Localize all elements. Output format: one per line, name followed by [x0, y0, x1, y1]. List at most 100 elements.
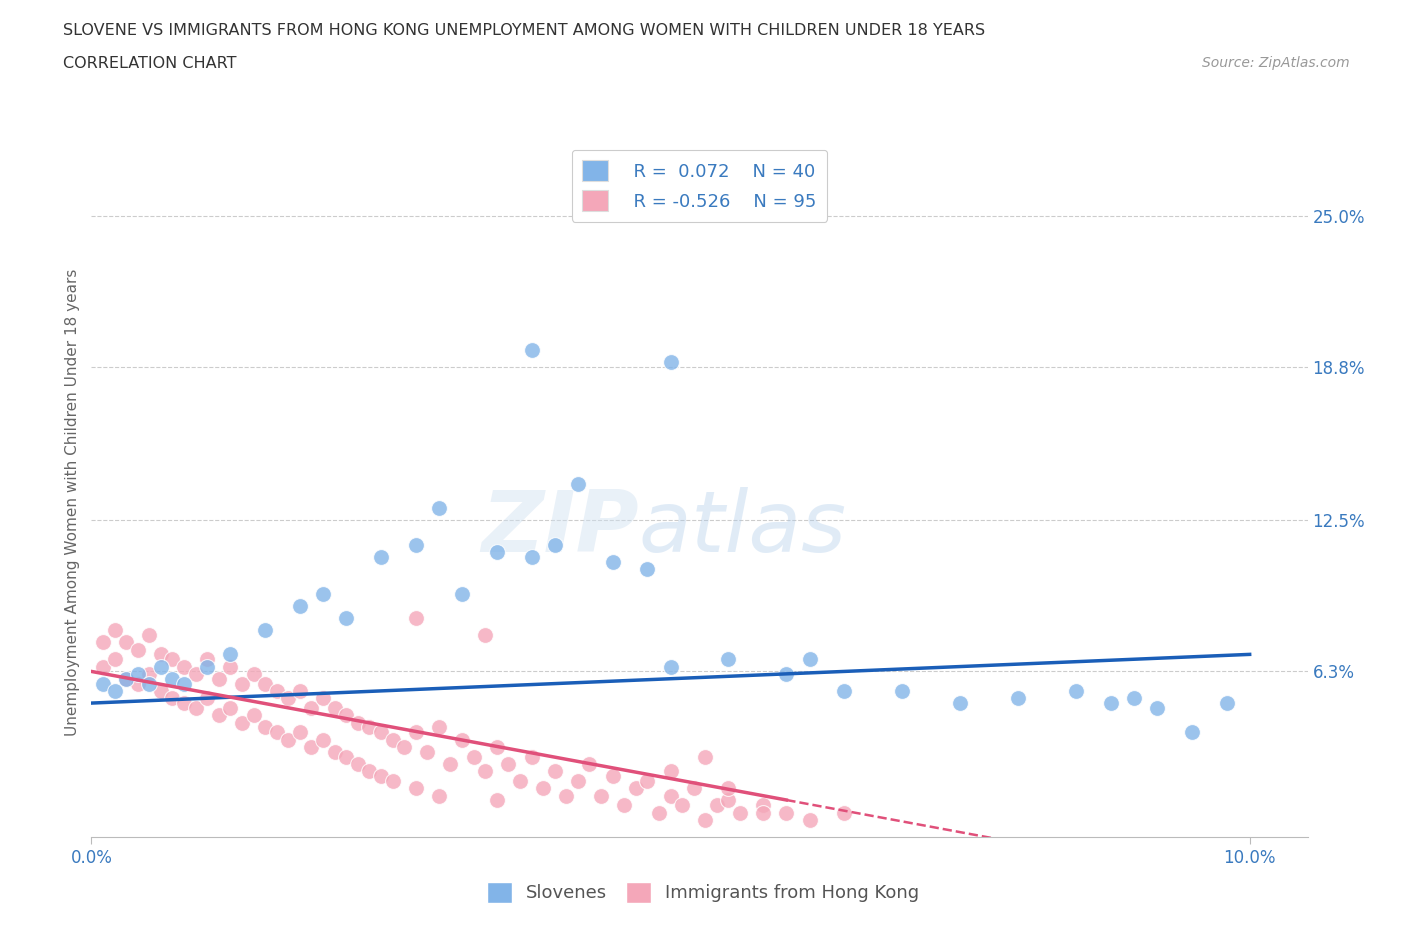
Point [602, 769, 624, 784]
Point [277, 732, 299, 747]
Point [1007, 691, 1029, 706]
Point [602, 554, 624, 569]
Point [832, 684, 855, 698]
Point [775, 805, 797, 820]
Point [184, 667, 207, 682]
Point [405, 538, 427, 552]
Point [832, 805, 855, 820]
Point [544, 764, 567, 778]
Point [91, 659, 114, 674]
Point [173, 696, 195, 711]
Point [659, 354, 682, 369]
Point [312, 732, 335, 747]
Point [103, 622, 125, 637]
Point [531, 781, 554, 796]
Point [1215, 696, 1237, 711]
Point [115, 671, 138, 686]
Point [695, 750, 717, 764]
Legend: Slovenes, Immigrants from Hong Kong: Slovenes, Immigrants from Hong Kong [479, 874, 927, 910]
Point [451, 586, 474, 601]
Point [162, 652, 184, 667]
Point [195, 691, 218, 706]
Point [242, 667, 264, 682]
Point [103, 652, 125, 667]
Point [1181, 724, 1204, 739]
Point [1122, 691, 1144, 706]
Point [127, 676, 149, 691]
Point [427, 501, 450, 516]
Point [288, 598, 311, 613]
Point [405, 724, 427, 739]
Text: SLOVENE VS IMMIGRANTS FROM HONG KONG UNEMPLOYMENT AMONG WOMEN WITH CHILDREN UNDE: SLOVENE VS IMMIGRANTS FROM HONG KONG UNE… [63, 23, 986, 38]
Point [266, 724, 288, 739]
Point [485, 739, 508, 754]
Point [195, 652, 218, 667]
Point [509, 774, 531, 789]
Point [370, 769, 392, 784]
Point [659, 659, 682, 674]
Point [219, 659, 242, 674]
Point [427, 788, 450, 803]
Point [706, 798, 728, 813]
Point [127, 667, 149, 682]
Point [567, 476, 589, 491]
Point [254, 622, 277, 637]
Point [149, 659, 172, 674]
Point [370, 550, 392, 565]
Point [485, 793, 508, 808]
Point [416, 744, 439, 759]
Point [1064, 684, 1087, 698]
Point [799, 813, 821, 828]
Point [405, 781, 427, 796]
Point [555, 788, 578, 803]
Point [659, 788, 682, 803]
Point [335, 708, 357, 723]
Point [439, 756, 461, 771]
Point [312, 691, 335, 706]
Point [589, 788, 612, 803]
Point [463, 750, 485, 764]
Point [346, 756, 368, 771]
Point [266, 684, 288, 698]
Point [520, 750, 543, 764]
Point [1146, 700, 1168, 715]
Point [301, 739, 323, 754]
Point [254, 676, 277, 691]
Point [138, 667, 160, 682]
Point [323, 744, 346, 759]
Text: ZIP: ZIP [481, 487, 638, 570]
Point [208, 671, 231, 686]
Point [219, 700, 242, 715]
Point [717, 781, 740, 796]
Point [636, 774, 658, 789]
Point [127, 642, 149, 657]
Y-axis label: Unemployment Among Women with Children Under 18 years: Unemployment Among Women with Children U… [65, 269, 80, 736]
Point [613, 798, 636, 813]
Point [173, 676, 195, 691]
Point [208, 708, 231, 723]
Point [695, 813, 717, 828]
Point [474, 628, 496, 643]
Point [184, 700, 207, 715]
Point [91, 635, 114, 650]
Point [254, 720, 277, 735]
Point [149, 684, 172, 698]
Point [752, 798, 775, 813]
Point [567, 774, 589, 789]
Point [173, 659, 195, 674]
Point [427, 720, 450, 735]
Point [335, 610, 357, 625]
Point [520, 342, 543, 357]
Point [544, 538, 567, 552]
Point [717, 793, 740, 808]
Point [636, 562, 658, 577]
Point [671, 798, 693, 813]
Point [648, 805, 671, 820]
Point [301, 700, 323, 715]
Point [682, 781, 704, 796]
Point [288, 724, 311, 739]
Point [520, 550, 543, 565]
Point [752, 805, 775, 820]
Point [451, 732, 474, 747]
Point [288, 684, 311, 698]
